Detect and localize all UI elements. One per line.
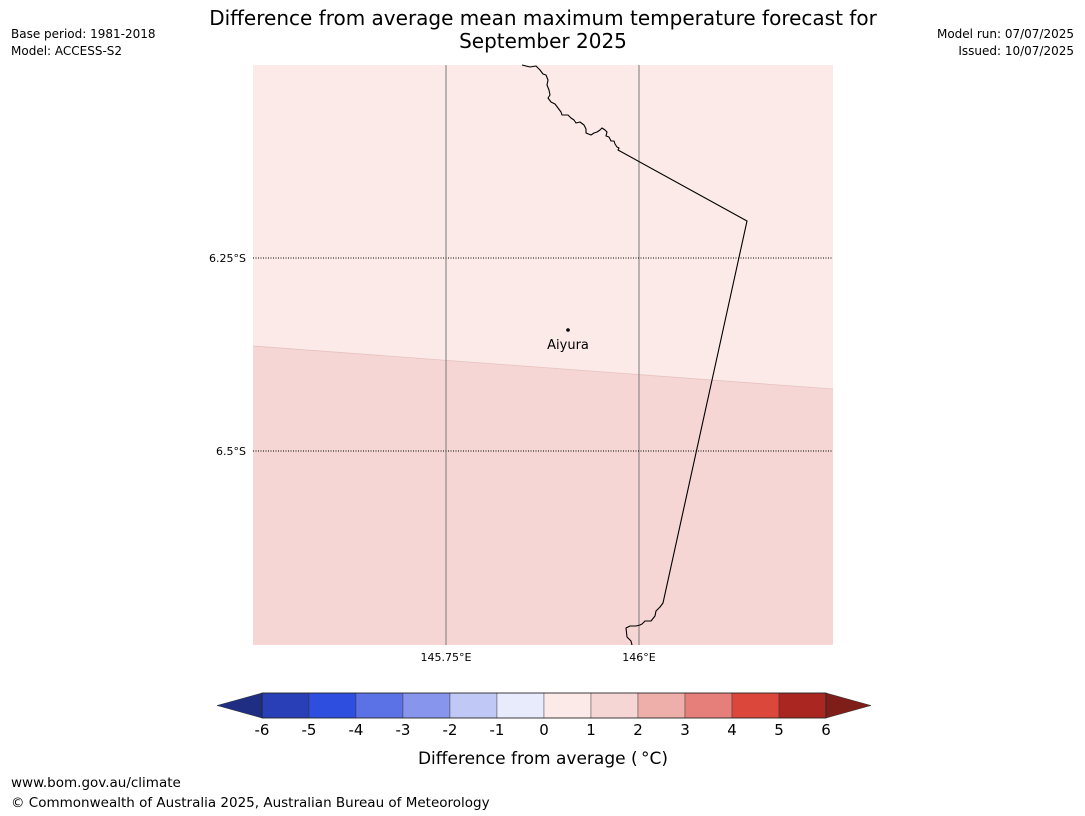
colorbar-tick-labels: -6 -5 -4 -3 -2 -1 0 1 2 3 4 5 6 (255, 721, 831, 739)
colorbar-cell (261, 692, 310, 719)
colorbar-cell (449, 692, 498, 719)
colorbar-legend: -6 -5 -4 -3 -2 -1 0 1 2 3 4 5 6 Difference from aver… (216, 692, 872, 769)
map-title: Difference from average mean maximum tem… (143, 7, 943, 53)
lon-label-146: 146°E (622, 651, 655, 664)
model-text: Model: ACCESS-S2 (11, 44, 123, 58)
colorbar-tick-label: 6 (821, 721, 831, 739)
footer-copyright: © Commonwealth of Australia 2025, Austra… (11, 795, 490, 811)
footer-url: www.bom.gov.au/climate (11, 775, 181, 791)
colorbar-tick-label: -1 (490, 721, 505, 739)
model-run-text: Model run: 07/07/2025 (936, 27, 1074, 41)
colorbar-cell (778, 692, 827, 719)
colorbar-tick-label: -3 (396, 721, 411, 739)
boundary-line (521, 64, 748, 646)
colorbar-cell (590, 692, 639, 719)
colorbar-tick-label: 2 (633, 721, 643, 739)
colorbar-tick-label: -4 (349, 721, 364, 739)
metadata-right: Model run: 07/07/2025 Issued: 10/07/2025 (937, 26, 1074, 60)
aiyura-label: Aiyura (547, 338, 589, 353)
colorbar-extension-high (825, 692, 872, 719)
colorbar-tick-label: 4 (727, 721, 737, 739)
colorbar-cell (543, 692, 592, 719)
colorbar-tick-label: 5 (774, 721, 784, 739)
lat-label-6-5: 6.5°S (216, 445, 246, 458)
issued-text: Issued: 10/07/2025 (958, 44, 1074, 58)
title-line-2: September 2025 (459, 29, 627, 53)
lon-label-145-75: 145.75°E (421, 651, 472, 664)
colorbar-tick-label: 3 (680, 721, 690, 739)
colorbar-cell (308, 692, 357, 719)
colorbar-cell (731, 692, 780, 719)
colorbar-cells (216, 692, 872, 719)
metadata-left: Base period: 1981-2018 Model: ACCESS-S2 (11, 26, 156, 60)
colorbar-tick-label: 1 (586, 721, 596, 739)
lat-label-6-25: 6.25°S (209, 252, 246, 265)
anomaly-region-1-to-2 (253, 346, 833, 645)
colorbar-outline (261, 692, 827, 719)
colorbar-cell (402, 692, 451, 719)
base-period-text: Base period: 1981-2018 (11, 27, 156, 41)
colorbar-tick-label: -5 (302, 721, 317, 739)
aiyura-marker (566, 328, 570, 332)
colorbar-cell (684, 692, 733, 719)
colorbar-label: Difference from average ( °C) (418, 749, 668, 769)
colorbar-cell (355, 692, 404, 719)
colorbar-cell (496, 692, 545, 719)
map-panel: Aiyura 6.25°S 6.5°S 145.75°E 146°E (209, 64, 834, 664)
colorbar-tick-label: -6 (255, 721, 270, 739)
colorbar-cell (637, 692, 686, 719)
colorbar-extension-low (216, 692, 263, 719)
colorbar-tick-label: 0 (539, 721, 549, 739)
anomaly-contour (252, 345, 834, 390)
title-line-1: Difference from average mean maximum tem… (209, 6, 877, 30)
colorbar-tick-label: -2 (443, 721, 458, 739)
